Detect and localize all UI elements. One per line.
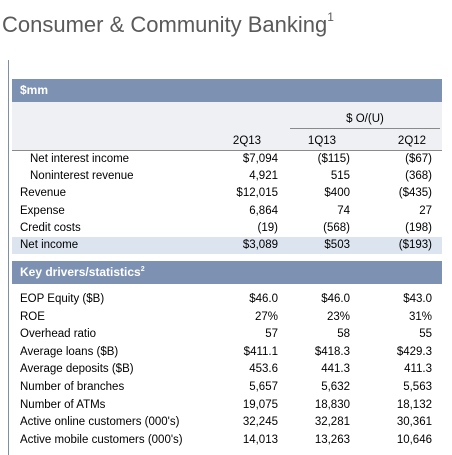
cell-value: 411.3 bbox=[404, 363, 432, 376]
cell-value: $46.0 bbox=[321, 293, 350, 305]
cell-value: 515 bbox=[330, 170, 350, 183]
cell-value: 27% bbox=[254, 310, 278, 323]
header-rule bbox=[12, 150, 442, 151]
row-label: Net income bbox=[20, 239, 79, 251]
cell-value: ($435) bbox=[398, 187, 432, 200]
unit: $mm bbox=[20, 83, 49, 97]
title-text: Consumer & Community Banking bbox=[2, 12, 328, 37]
row-label: EOP Equity ($B) bbox=[20, 293, 105, 305]
row-label: ROE bbox=[20, 310, 45, 323]
row-label: Revenue bbox=[20, 187, 67, 200]
cell-value: (568) bbox=[323, 221, 350, 234]
row-label: Active online customers (000's) bbox=[20, 416, 180, 429]
cell-value: 32,281 bbox=[314, 416, 350, 429]
cell-value: $3,089 bbox=[242, 239, 278, 251]
highlight-row bbox=[12, 237, 442, 254]
group-rule bbox=[290, 128, 440, 129]
cell-value: ($115) bbox=[317, 153, 350, 165]
cell-value: 5,632 bbox=[321, 381, 350, 393]
title: Consumer & Community Banking1 bbox=[2, 10, 334, 38]
cell-value: 10,646 bbox=[396, 433, 432, 446]
cell-value: $12,015 bbox=[236, 187, 278, 200]
cell-value: (198) bbox=[405, 221, 432, 234]
column-header: 2Q12 bbox=[397, 135, 427, 147]
cell-value: 30,361 bbox=[396, 416, 432, 429]
row-label: Expense bbox=[20, 204, 65, 217]
column-header: 2Q13 bbox=[232, 135, 262, 147]
row-label: Average loans ($B) bbox=[20, 345, 119, 358]
cell-value: 6,864 bbox=[249, 204, 278, 217]
cell-value: 453.6 bbox=[249, 363, 278, 376]
cell-value: 58 bbox=[337, 328, 350, 341]
row-label: Credit costs bbox=[20, 221, 81, 234]
cell-value: 18,830 bbox=[314, 398, 350, 411]
cell-value: $429.3 bbox=[396, 345, 432, 358]
cell-value: 5,657 bbox=[249, 381, 278, 393]
title-footnote: 1 bbox=[327, 10, 334, 24]
section-bar: Key drivers/statistics2 bbox=[12, 261, 442, 284]
cell-value: (368) bbox=[405, 170, 432, 183]
row-label: Noninterest revenue bbox=[30, 170, 134, 183]
cell-value: 4,921 bbox=[249, 170, 278, 183]
cell-value: 23% bbox=[326, 310, 350, 323]
cell-value: 19,075 bbox=[242, 398, 278, 411]
cell-value: 441.3 bbox=[321, 363, 350, 376]
row-label: Net interest income bbox=[30, 153, 130, 165]
cell-value: $46.0 bbox=[249, 293, 278, 305]
row-label: Overhead ratio bbox=[20, 328, 97, 341]
section-title: Key drivers/statistics bbox=[20, 265, 141, 279]
cell-value: ($193) bbox=[398, 239, 432, 251]
cell-value: $503 bbox=[324, 239, 350, 251]
cell-value: 18,132 bbox=[396, 398, 432, 411]
left-rule bbox=[8, 60, 9, 455]
cell-value: 57 bbox=[265, 328, 278, 341]
cell-value: 5,563 bbox=[403, 381, 432, 393]
header-background bbox=[12, 102, 442, 150]
cell-value: $411.1 bbox=[243, 345, 278, 358]
column-header: 1Q13 bbox=[307, 135, 337, 147]
cell-value: $43.0 bbox=[403, 293, 432, 305]
cell-value: 55 bbox=[419, 328, 432, 341]
cell-value: (19) bbox=[257, 221, 278, 234]
cell-value: 74 bbox=[337, 204, 350, 217]
row-label: Number of branches bbox=[20, 381, 125, 393]
cell-value: 32,245 bbox=[242, 416, 278, 429]
cell-value: $418.3 bbox=[314, 345, 350, 358]
group-header: $ O/(U) bbox=[346, 113, 384, 125]
cell-value: 14,013 bbox=[242, 433, 278, 446]
row-label: Active mobile customers (000's) bbox=[20, 433, 183, 446]
cell-value: ($67) bbox=[405, 153, 432, 165]
row-label: Number of ATMs bbox=[20, 398, 106, 411]
cell-value: 27 bbox=[419, 204, 432, 217]
cell-value: 13,263 bbox=[314, 433, 350, 446]
unit-bar: $mm bbox=[12, 79, 442, 102]
cell-value: 31% bbox=[408, 310, 432, 323]
section-footnote: 2 bbox=[140, 266, 145, 273]
cell-value: $400 bbox=[324, 187, 350, 200]
cell-value: $7,094 bbox=[242, 153, 278, 165]
row-label: Average deposits ($B) bbox=[20, 363, 134, 376]
